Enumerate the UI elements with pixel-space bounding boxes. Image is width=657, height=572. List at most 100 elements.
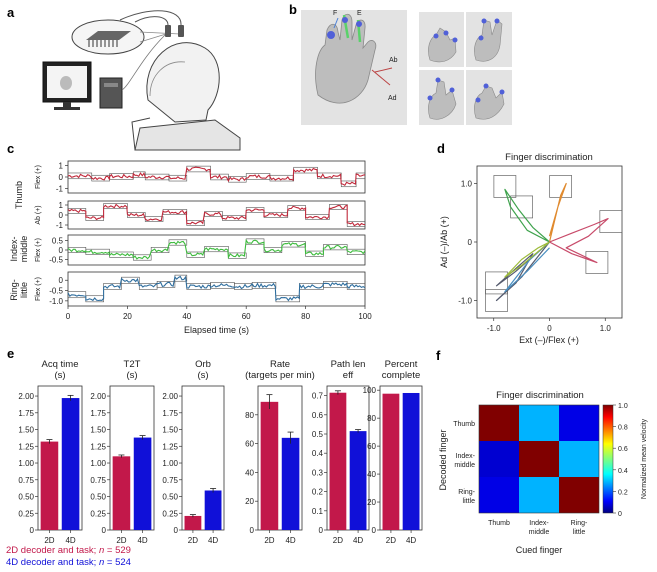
y-tick-label: 0	[174, 526, 179, 535]
panel-label-b: b	[289, 2, 297, 17]
x-category-line: middle	[529, 529, 550, 536]
panel-label-e: e	[7, 346, 14, 361]
y-tick-label: 0.7	[312, 392, 324, 401]
y-tick-label: 80	[367, 414, 376, 423]
y-tick-label: 0	[59, 173, 64, 182]
colorbar-tick-label: 1.0	[618, 403, 628, 410]
subplot-title-line: Path len	[331, 359, 366, 370]
y-tick-label: 0.4	[312, 449, 324, 458]
y-tick-label: 0.25	[18, 509, 34, 518]
y-tick-label: -1.0	[49, 297, 63, 306]
pedestal-connector-2	[178, 25, 184, 37]
bar	[281, 437, 300, 530]
target-box	[493, 175, 517, 198]
bar-axes-frame	[181, 385, 225, 531]
subplot-title-line: complete	[382, 370, 421, 381]
y-tick-label: 0.75	[18, 476, 34, 485]
dof-label-ab: Ab	[389, 57, 398, 64]
target-box	[150, 247, 170, 254]
panel-b-hand-renders: Ab Ad F E	[301, 10, 512, 125]
heatmap-y-title: Decoded finger	[438, 429, 448, 490]
y-tick-label: 20	[245, 497, 254, 506]
bar-axes-frame	[379, 385, 423, 531]
y-tick-label: 0	[59, 276, 64, 285]
x-category-label: Index-middle	[529, 520, 550, 536]
group-label-line: little	[19, 282, 29, 298]
bar	[184, 515, 202, 530]
y-tick-label: 80	[245, 411, 254, 420]
colorbar-tick-label: 0.6	[618, 446, 628, 453]
virtual-hand-thumbnail	[60, 76, 72, 90]
trace-line	[67, 275, 366, 302]
y-category-line: little	[463, 498, 476, 505]
x-tick-label: 2D	[333, 536, 343, 545]
y-category-line: Ring-	[458, 489, 475, 496]
chart-title: Finger discrimination	[505, 152, 593, 163]
panel-label-a: a	[7, 5, 15, 20]
y-tick-label: 1.75	[18, 409, 34, 418]
target-box	[168, 174, 188, 182]
y-tick-label: 1.75	[162, 409, 178, 418]
group-label-line: middle	[19, 236, 29, 263]
subplot-title-line: Percent	[385, 359, 418, 370]
target-box	[599, 210, 623, 233]
y-tick-label: 0.50	[162, 493, 178, 502]
monitor	[42, 61, 92, 110]
heatmap-x-title: Cued finger	[516, 545, 563, 555]
y-tick-label: 1	[59, 162, 64, 171]
participant-head	[119, 10, 241, 151]
x-axis-title: Ext (–)/Flex (+)	[519, 335, 579, 345]
x-category-label: Thumb	[488, 520, 510, 527]
target-box	[251, 282, 277, 289]
bar-subplot-1: T2T (s) 0 0.25 0.50 0.75 1.00 1.25 1.50 1.75 2.00 2…	[90, 359, 155, 545]
y-tick-label: 0.75	[162, 476, 178, 485]
y-tick-label: 1.00	[18, 459, 34, 468]
trajectory-line	[504, 188, 550, 243]
trajectory-line	[548, 182, 567, 243]
y-tick-label: 1.25	[90, 442, 106, 451]
pedestal-connector-1	[165, 25, 171, 37]
group-label: Ring-little	[9, 279, 29, 301]
target-box	[485, 271, 508, 295]
subplot-title-line: Orb	[195, 359, 211, 370]
subplot-title: Percent complete	[382, 359, 421, 381]
y-category-line: Index-	[456, 453, 476, 460]
heatmap-cell	[479, 477, 519, 513]
bar-axes-frame	[326, 385, 370, 531]
y-tick-label: 0	[372, 526, 377, 535]
y-tick-label: 1.50	[18, 426, 34, 435]
trace-row-2: 0.50-0.5 Flex (+)	[35, 234, 366, 266]
y-tick-label: 0.1	[312, 507, 324, 516]
panel-e-bars: Acq time (s)00.250.500.751.001.251.501.75…	[18, 359, 423, 545]
target-box	[485, 289, 508, 312]
subplot-title-line: Rate	[270, 359, 290, 370]
target-box	[346, 248, 366, 255]
bar	[329, 392, 347, 530]
heatmap-cell	[519, 477, 559, 513]
legend-4d: 4D decoder and task; n = 524	[6, 557, 131, 568]
y-tick-label: 1.25	[162, 442, 178, 451]
y-category-label: Index-middle	[454, 453, 475, 469]
x-tick-label: 2D	[386, 536, 396, 545]
legend-4d-label: 4D decoder and task;	[6, 557, 99, 568]
group-label-line: Ring-	[9, 279, 19, 301]
trajectory-line	[549, 218, 609, 264]
y-tick-label: 60	[245, 440, 254, 449]
trace-line	[67, 203, 366, 227]
x-axis-title: Elapsed time (s)	[184, 325, 249, 335]
x-tick-label: 0	[66, 312, 71, 321]
y-tick-label: -1.0	[458, 296, 472, 305]
electrode-array	[86, 31, 131, 47]
target-box	[103, 203, 128, 209]
x-category-line: Thumb	[488, 520, 510, 527]
x-tick-label: 4D	[285, 536, 295, 545]
trace-row-3: 0 -0.5-1.0 Flex (+)	[35, 271, 366, 307]
heatmap-cell	[519, 405, 559, 441]
y-tick-label: 0.3	[312, 468, 324, 477]
colorbar	[602, 404, 614, 514]
y-tick-label: 2.00	[18, 392, 34, 401]
x-tick-label: 4D	[137, 536, 147, 545]
y-tick-label: 2.00	[90, 392, 106, 401]
bar-subplot-2: Orb (s) 0 0.25 0.50 0.75 1.00 1.25 1.50 1.75 2.00 2…	[162, 359, 225, 545]
